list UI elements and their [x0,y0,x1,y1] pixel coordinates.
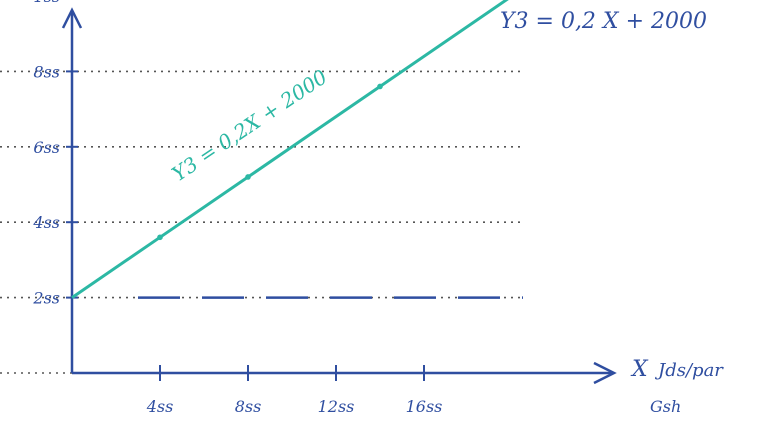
series-line-0 [72,0,512,298]
series-group [72,0,523,298]
line-equation-label: Y3 = 0,2X + 2000 [167,64,331,186]
y-tick-label-3: 8ss [33,62,60,81]
y-tick-label-0: 2ss [32,289,60,308]
grid-lines [0,0,520,373]
ticks [66,0,424,381]
x-axis-note-2: Gsh [650,397,681,416]
x-tick-label-1: 8ss [235,397,262,416]
equation-annotation: Y3 = 0,2 X + 2000 [500,9,707,34]
x-axis-label: X [630,357,649,382]
y-tick-label-2: 6ss [33,138,60,157]
x-tick-label-2: 12ss [318,397,355,416]
x-tick-label-3: 16ss [406,397,443,416]
y-tick-label-4: 1ss [33,0,60,6]
series-point-0-0 [157,234,163,240]
x-tick-label-0: 4ss [146,397,174,416]
y-tick-label-1: 4ss [32,213,60,232]
axes [63,10,614,383]
labels: 2ss 4ss 6ss 8ss 1ss 4ss 8ss 12ss 16ss [32,0,442,416]
x-axis-note: Jds/par [654,360,724,381]
series-point-0-2 [377,84,383,90]
series-point-0-1 [245,174,251,180]
